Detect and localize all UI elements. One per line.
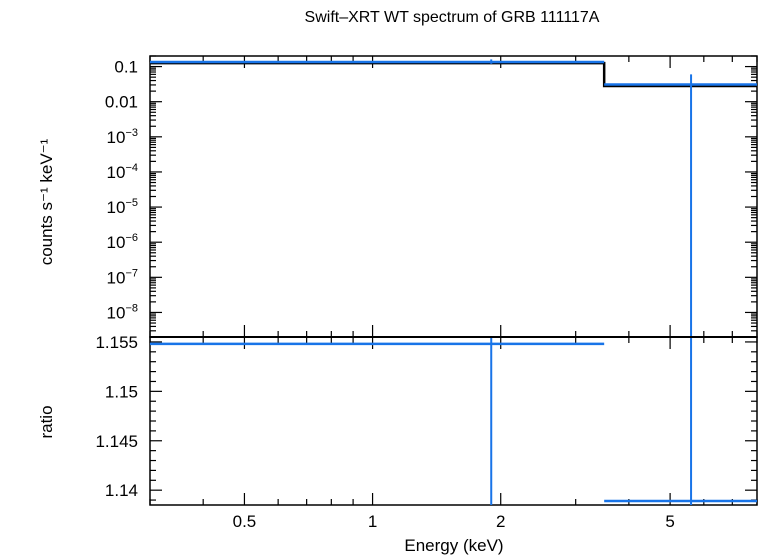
ratio-y-tick-label: 1.145 [95,432,138,451]
ratio-panel: 1.155 1.15 1.145 1.14 0.5 1 2 5 [95,333,758,531]
spectrum-y-tick-label: 10−6 [107,232,138,252]
spectrum-y-tick-label: 10−5 [107,197,138,217]
chart-title: Swift–XRT WT spectrum of GRB 111117A [305,9,600,26]
spectrum-y-tick-label: 10−4 [107,162,138,182]
ratio-frame [149,336,758,506]
spectrum-panel: 0.1 0.01 10−3 10−4 10−5 10−6 10−7 10−8 [105,55,758,338]
spectrum-y-tick-label: 10−7 [107,267,138,287]
x-axis-label: Energy (keV) [404,536,503,555]
x-tick-label: 5 [665,512,674,531]
spectrum-frame [149,55,758,338]
x-tick-label: 1 [368,512,377,531]
model-line [150,61,757,88]
spectrum-y-tick-label: 10−3 [107,127,138,147]
x-tick-label: 2 [496,512,505,531]
spectrum-y-tick-label: 0.01 [105,93,138,112]
ratio-y-tick-label: 1.155 [95,333,138,352]
spectrum-y-axis-label: counts s⁻¹ keV⁻¹ [37,138,56,265]
ratio-y-tick-label: 1.14 [105,481,138,500]
spectrum-y-tick-label: 10−8 [107,302,138,322]
ratio-y-tick-label: 1.15 [105,382,138,401]
ratio-y-axis-label: ratio [37,405,56,438]
x-tick-label: 0.5 [233,512,257,531]
spectrum-y-tick-label: 0.1 [114,58,138,77]
